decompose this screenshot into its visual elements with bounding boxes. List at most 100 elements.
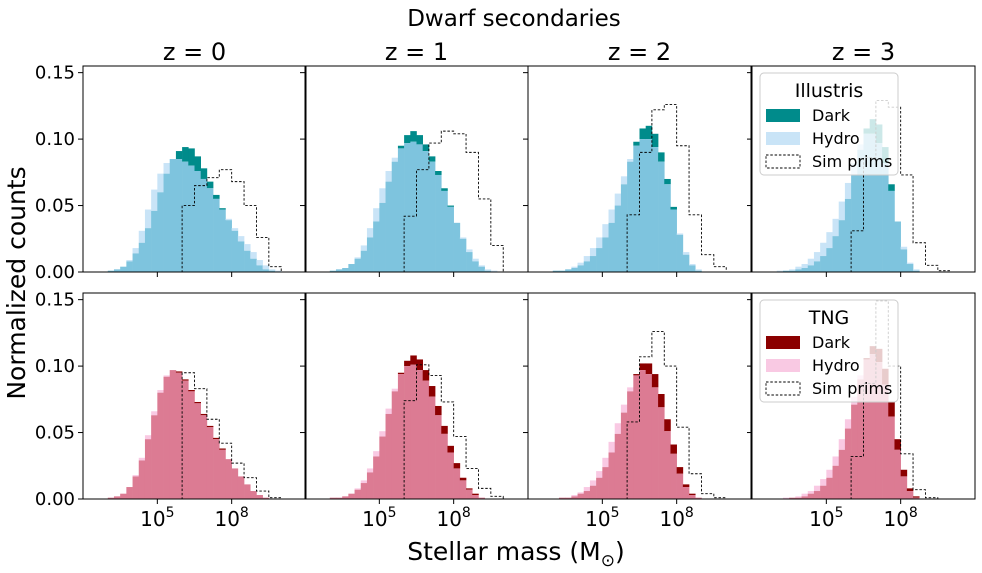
bar-excess — [441, 425, 448, 434]
bar-excess — [832, 218, 840, 237]
x-tick-base: 10 — [214, 507, 239, 531]
legend-label-hydro: Hydro — [812, 129, 860, 148]
panel-frame — [82, 65, 307, 273]
bar-overlap — [422, 151, 430, 272]
bar-excess — [620, 176, 628, 185]
bar-excess — [397, 145, 405, 149]
bar-excess — [689, 264, 696, 266]
x-tick-base: 10 — [585, 507, 610, 531]
bar-excess — [275, 270, 282, 272]
x-tick-base: 10 — [883, 507, 908, 531]
bar-excess — [682, 484, 690, 488]
bar-overlap — [875, 362, 883, 499]
bar-excess — [838, 201, 846, 221]
legend-label-sim: Sim prims — [812, 152, 892, 171]
legend-swatch-sim — [765, 381, 801, 396]
bar-overlap — [360, 250, 368, 272]
bar-excess — [373, 451, 380, 457]
bar-overlap — [820, 485, 827, 499]
bar-overlap — [428, 396, 436, 499]
bar-overlap — [126, 261, 133, 272]
bar-overlap — [262, 497, 270, 499]
bar-overlap — [262, 269, 270, 272]
sim-prims-step — [540, 331, 727, 499]
bar-overlap — [256, 495, 263, 499]
bar-excess — [410, 355, 417, 365]
x-tick-base: 10 — [809, 507, 834, 531]
bar-overlap — [900, 249, 908, 272]
figure-ylabel: Normalized counts — [2, 166, 31, 399]
panel-title: z = 1 — [385, 38, 448, 66]
x-tick-exp: 8 — [685, 505, 694, 521]
bars-group — [764, 300, 951, 499]
bar-overlap — [813, 491, 821, 499]
bar-excess — [182, 379, 189, 381]
bar-overlap — [416, 370, 423, 499]
bar-overlap — [225, 220, 232, 272]
bar-overlap — [132, 253, 140, 272]
bar-overlap — [844, 198, 852, 272]
bar-excess — [397, 372, 405, 375]
bar-excess — [385, 408, 393, 414]
bar-overlap — [441, 433, 448, 499]
bar-overlap — [182, 380, 189, 499]
bar-overlap — [138, 242, 146, 272]
bar-overlap — [658, 161, 665, 272]
bar-overlap — [900, 476, 908, 499]
bar-excess — [490, 270, 498, 272]
bar-overlap — [478, 266, 485, 272]
bar-overlap — [416, 144, 423, 272]
bar-excess — [651, 133, 659, 148]
bars-group — [95, 147, 282, 272]
bar-excess — [906, 488, 914, 492]
bar-excess — [670, 206, 677, 210]
bar-overlap — [169, 159, 177, 272]
bar-overlap — [807, 493, 815, 499]
legend-label-dark: Dark — [812, 106, 851, 125]
bar-overlap — [182, 161, 189, 272]
bars-group — [540, 104, 727, 272]
x-tick-label: 108 — [214, 505, 248, 531]
bar-overlap — [906, 264, 914, 272]
bar-overlap — [453, 222, 461, 272]
bar-overlap — [789, 497, 796, 499]
sim-prims-step — [540, 104, 727, 272]
bars-group — [317, 355, 504, 499]
bar-overlap — [602, 237, 609, 272]
bar-overlap — [360, 483, 368, 499]
x-tick-label: 105 — [362, 505, 396, 531]
bar-excess — [620, 404, 628, 413]
bar-excess — [231, 228, 239, 231]
bar-overlap — [639, 370, 646, 499]
bar-excess — [157, 390, 164, 393]
bar-excess — [801, 493, 809, 497]
bar-overlap — [329, 270, 337, 272]
panel-r1c2: 105 108 — [523, 292, 752, 531]
bar-overlap — [113, 269, 121, 272]
bar-overlap — [558, 497, 566, 499]
bar-overlap — [472, 261, 479, 272]
bar-excess — [633, 141, 640, 146]
bar-excess — [484, 269, 492, 271]
bar-overlap — [441, 190, 448, 272]
bar-excess — [250, 252, 257, 259]
x-tick-base: 10 — [436, 507, 461, 531]
bar-overlap — [676, 473, 684, 499]
bar-excess — [801, 264, 809, 269]
bar-overlap — [126, 487, 133, 499]
bar-excess — [163, 163, 171, 174]
bar-excess — [807, 491, 815, 494]
bar-excess — [645, 125, 653, 140]
bar-excess — [608, 209, 616, 223]
bar-excess — [658, 152, 665, 162]
bar-excess — [416, 135, 423, 145]
bar-overlap — [379, 436, 386, 499]
panel-frame — [527, 292, 752, 500]
bar-overlap — [163, 376, 171, 499]
x-tick-exp: 5 — [611, 505, 620, 521]
bar-overlap — [342, 268, 349, 272]
bar-overlap — [583, 261, 591, 272]
bar-overlap — [250, 258, 257, 272]
bar-excess — [366, 228, 374, 238]
bar-excess — [583, 256, 591, 262]
